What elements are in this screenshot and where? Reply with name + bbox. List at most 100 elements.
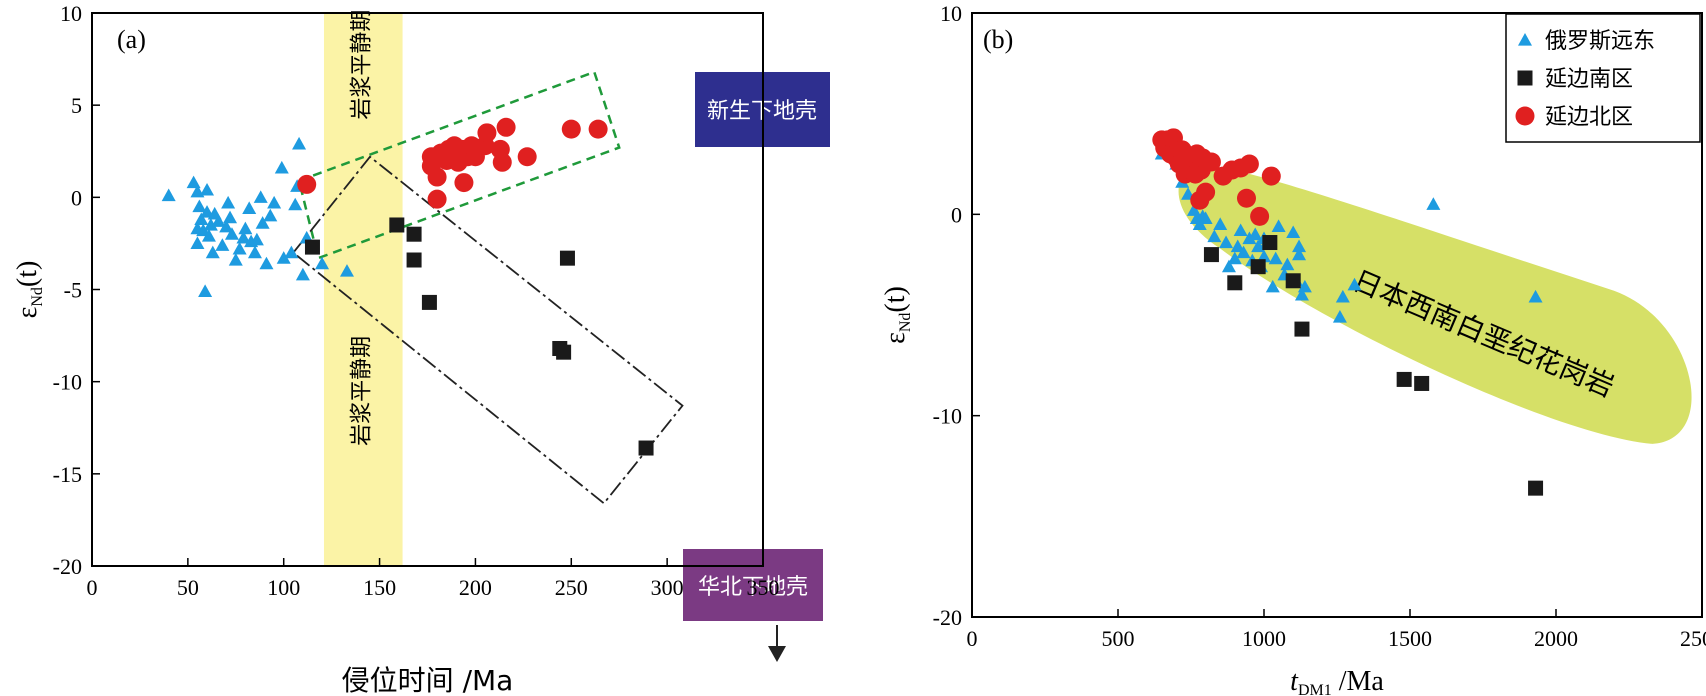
y-tick-label: 0 (71, 185, 82, 210)
data-point (1271, 219, 1286, 233)
x-tick-label: 2500 (1680, 626, 1706, 651)
data-point (1347, 277, 1362, 291)
x-tick-label: 350 (747, 575, 780, 600)
data-point (559, 250, 575, 266)
data-point (242, 201, 257, 214)
x-tick-label: 1000 (1242, 626, 1286, 651)
data-point (219, 219, 234, 233)
x-tick-label: 0 (87, 575, 98, 600)
data-point (232, 241, 247, 255)
data-point (221, 195, 236, 209)
legend-label: 延边北区 (1545, 105, 1633, 130)
north-china-lower-crust-label: 华北下地壳 (698, 575, 808, 600)
sw-japan-cretaceous-granite-region (1178, 165, 1692, 444)
y-tick-label: -20 (53, 554, 82, 579)
data-point (161, 188, 176, 202)
data-point (292, 136, 307, 150)
data-point (1265, 279, 1280, 293)
data-point (215, 238, 230, 251)
x-tick-label: 250 (555, 575, 588, 600)
data-point (203, 217, 218, 231)
data-point (406, 252, 422, 268)
data-point (1213, 217, 1228, 230)
data-point (454, 173, 474, 193)
data-point (194, 212, 209, 226)
data-point (1203, 247, 1219, 263)
magma-lull-label-top: 岩浆平静期 (349, 10, 374, 120)
legend-marker (1518, 33, 1532, 46)
plot-frame-a (91, 12, 764, 567)
data-point (1248, 227, 1263, 241)
x-tick-label: 200 (459, 575, 492, 600)
data-point (190, 221, 205, 235)
data-point (1528, 289, 1543, 303)
data-point (339, 264, 354, 277)
y-tick-label: -10 (53, 370, 82, 395)
x-tick-label: 1500 (1388, 626, 1432, 651)
south-trend-dashed-box (292, 155, 684, 505)
data-point (1268, 251, 1283, 265)
data-point (205, 245, 220, 259)
data-point (427, 189, 447, 209)
data-point (238, 221, 253, 235)
data-point (1250, 259, 1266, 275)
data-point (228, 253, 243, 266)
y-tick-label: 10 (940, 1, 962, 26)
north-trend-dashed-box (297, 70, 621, 260)
data-point (274, 160, 289, 174)
data-point (224, 227, 239, 240)
data-point (492, 152, 512, 172)
data-point (1294, 321, 1310, 337)
data-point (1239, 154, 1259, 174)
x-axis-title: tDM1 /Ma (1290, 666, 1384, 696)
data-point (1292, 239, 1307, 253)
data-point (1196, 182, 1216, 202)
panel-label-a: (a) (117, 25, 146, 54)
y-axis-title: εNd(t) (12, 261, 46, 319)
data-point (1207, 229, 1222, 243)
data-point (247, 245, 262, 259)
data-point (267, 195, 282, 209)
x-tick-label: 150 (363, 575, 396, 600)
data-point (297, 174, 317, 194)
x-tick-label: 100 (267, 575, 300, 600)
data-point (1227, 275, 1243, 291)
panel-label-b: (b) (983, 25, 1013, 54)
data-point (1227, 251, 1242, 265)
data-point (1414, 375, 1430, 391)
data-point (1219, 235, 1234, 249)
data-point (427, 167, 447, 187)
data-point (496, 117, 516, 137)
y-tick-label: -20 (933, 605, 962, 630)
data-point (1236, 245, 1251, 259)
data-point (1396, 371, 1412, 387)
data-point (1528, 480, 1544, 496)
data-point (1332, 310, 1347, 323)
data-point (1221, 259, 1236, 273)
y-tick-label: 10 (60, 1, 82, 26)
data-point (389, 217, 405, 233)
data-point (1261, 166, 1281, 186)
data-point (259, 256, 274, 270)
data-point (406, 226, 422, 242)
data-point (236, 230, 251, 244)
data-point (211, 214, 226, 227)
data-point (1250, 206, 1270, 226)
data-point (1198, 211, 1213, 224)
data-point (517, 147, 537, 167)
data-point (200, 182, 215, 196)
data-point (588, 119, 608, 139)
data-point (186, 175, 201, 189)
data-point (1201, 152, 1221, 172)
x-tick-label: 50 (177, 575, 199, 600)
x-tick-label: 300 (651, 575, 684, 600)
y-tick-label: 5 (71, 93, 82, 118)
data-point (1280, 257, 1295, 271)
data-point (198, 284, 213, 297)
data-point (1286, 225, 1301, 239)
data-point (253, 190, 268, 203)
data-point (1230, 239, 1245, 253)
data-point (249, 232, 264, 246)
